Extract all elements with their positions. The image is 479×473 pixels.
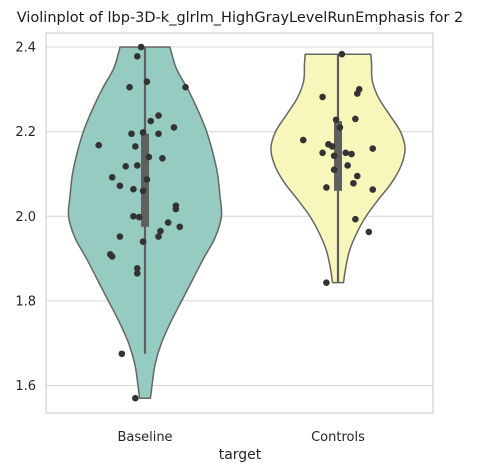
x-axis-title: target <box>219 447 262 463</box>
point-baseline-26 <box>164 219 172 226</box>
plot-frame <box>45 32 434 414</box>
point-baseline-2 <box>143 78 151 85</box>
point-controls-19 <box>323 184 330 191</box>
point-controls-6 <box>336 124 344 131</box>
point-baseline-11 <box>95 141 102 149</box>
y-tick-label-4: 2.4 <box>15 41 36 56</box>
point-controls-17 <box>354 172 361 180</box>
chart-title: Violinplot of lbp-3D-k_glrlm_HighGrayLev… <box>17 10 463 26</box>
point-baseline-21 <box>139 187 147 195</box>
data-points <box>95 43 377 402</box>
point-baseline-19 <box>116 182 124 190</box>
iqr-box-controls <box>334 121 342 191</box>
point-controls-13 <box>348 150 355 158</box>
point-controls-3 <box>319 93 326 101</box>
point-baseline-17 <box>108 174 116 181</box>
violins <box>67 46 406 399</box>
y-tick-label-3: 2.2 <box>15 125 36 140</box>
point-controls-22 <box>365 228 373 236</box>
point-controls-4 <box>352 115 359 123</box>
point-baseline-34 <box>133 264 141 272</box>
point-baseline-20 <box>130 185 137 193</box>
point-baseline-27 <box>176 223 184 231</box>
x-tick-label-controls: Controls <box>311 430 365 445</box>
point-baseline-5 <box>155 112 162 119</box>
point-baseline-33 <box>108 253 116 260</box>
point-baseline-16 <box>122 163 129 170</box>
point-baseline-24 <box>130 212 137 220</box>
point-controls-0 <box>338 50 346 58</box>
point-controls-9 <box>328 143 336 150</box>
point-baseline-8 <box>139 129 147 136</box>
y-tick-label-1: 1.8 <box>15 294 36 309</box>
y-tick-label-0: 1.6 <box>15 379 36 394</box>
point-baseline-29 <box>116 233 124 240</box>
point-controls-16 <box>330 166 338 174</box>
point-baseline-9 <box>128 130 135 138</box>
point-baseline-10 <box>155 130 162 138</box>
point-baseline-1 <box>133 53 141 60</box>
point-baseline-31 <box>139 238 147 245</box>
point-controls-11 <box>319 149 326 157</box>
point-controls-14 <box>330 152 338 160</box>
point-baseline-23 <box>172 205 180 213</box>
point-baseline-15 <box>133 162 141 169</box>
point-baseline-28 <box>157 227 164 235</box>
point-baseline-35 <box>133 270 141 277</box>
point-controls-20 <box>369 186 377 193</box>
point-baseline-12 <box>132 143 139 150</box>
point-baseline-0 <box>137 43 145 51</box>
point-baseline-7 <box>170 124 178 131</box>
point-baseline-3 <box>126 83 133 91</box>
point-controls-23 <box>323 279 330 286</box>
y-tick-label-2: 2.0 <box>15 210 36 225</box>
point-controls-21 <box>352 215 359 223</box>
point-controls-12 <box>342 149 350 157</box>
point-baseline-25 <box>135 213 143 221</box>
point-baseline-13 <box>145 153 153 161</box>
point-baseline-6 <box>147 117 155 125</box>
point-controls-5 <box>332 116 340 124</box>
point-baseline-18 <box>143 176 151 183</box>
point-baseline-30 <box>155 233 162 240</box>
point-controls-18 <box>350 179 357 187</box>
y-tick-labels: 1.6 1.8 2.0 2.2 2.4 <box>15 41 36 395</box>
point-controls-7 <box>299 136 307 144</box>
point-baseline-37 <box>132 394 139 402</box>
x-tick-label-baseline: Baseline <box>117 430 172 445</box>
point-controls-10 <box>369 145 377 152</box>
point-baseline-36 <box>118 350 126 358</box>
point-controls-15 <box>344 162 351 169</box>
point-controls-2 <box>354 90 361 97</box>
point-baseline-4 <box>182 83 189 91</box>
x-tick-labels: Baseline Controls <box>117 430 365 445</box>
point-baseline-14 <box>159 154 166 162</box>
